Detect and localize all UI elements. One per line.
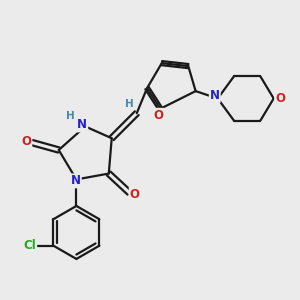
Text: O: O bbox=[130, 188, 140, 201]
Text: H: H bbox=[65, 111, 74, 121]
Text: O: O bbox=[154, 109, 164, 122]
Text: O: O bbox=[21, 135, 31, 148]
Text: Cl: Cl bbox=[23, 239, 36, 252]
Text: O: O bbox=[275, 92, 285, 105]
Text: N: N bbox=[71, 174, 81, 188]
Text: N: N bbox=[210, 89, 220, 102]
Text: N: N bbox=[77, 118, 87, 131]
Text: H: H bbox=[125, 99, 134, 109]
